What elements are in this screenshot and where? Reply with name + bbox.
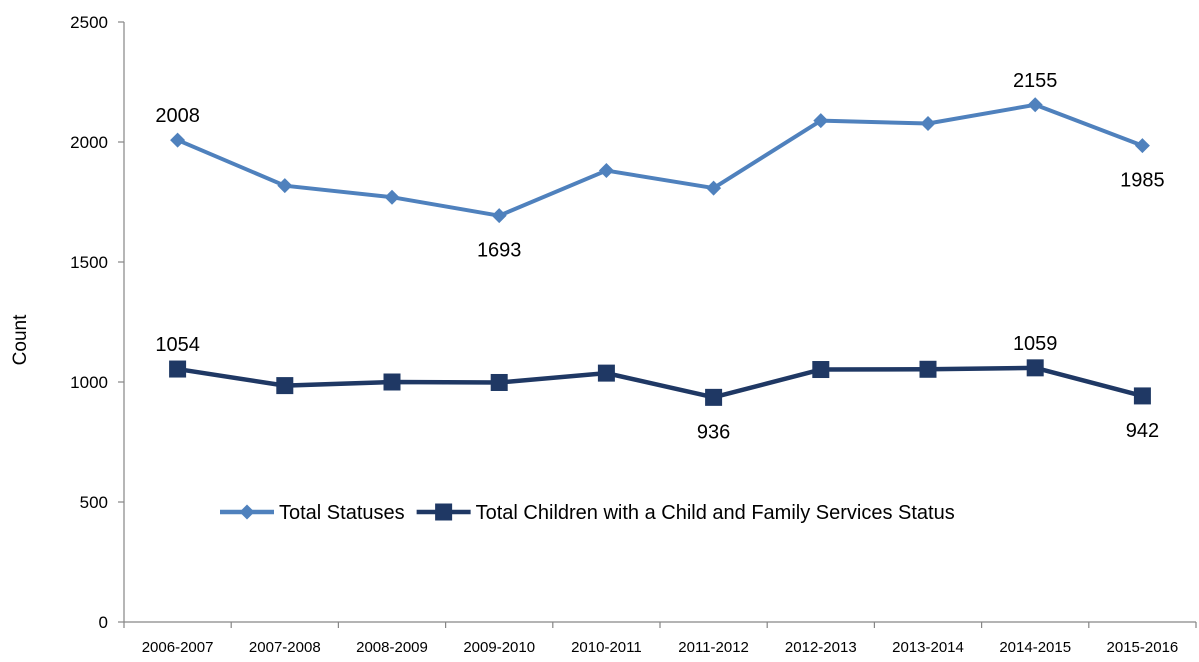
data-point: [919, 360, 937, 378]
data-point: [706, 180, 722, 196]
legend-label: Total Statuses: [279, 502, 405, 524]
data-point: [1027, 97, 1043, 113]
data-point: [1134, 138, 1150, 154]
x-tick-label: 2011-2012: [678, 639, 749, 656]
data-point: [491, 208, 507, 224]
x-tick-label: 2015-2016: [1107, 639, 1179, 656]
data-label: 1054: [155, 334, 200, 356]
series-2: [169, 359, 1151, 406]
legend-item-1: Total Statuses: [220, 502, 405, 524]
legend: Total Statuses Total Children with a Chil…: [220, 502, 955, 524]
y-tick-label: 0: [99, 613, 108, 632]
series-layer: [169, 97, 1151, 406]
x-tick-label: 2009-2010: [463, 639, 535, 656]
legend-item-2: Total Children with a Child and Family S…: [416, 502, 955, 524]
axes: 0 500 1000 1500 2000 2500 2006-2007 2007-2008 20…: [70, 13, 1197, 656]
x-tick-label: 2008-2009: [356, 639, 428, 656]
data-point: [169, 360, 187, 378]
data-point: [384, 189, 400, 205]
data-point: [705, 388, 723, 406]
x-tick-label: 2007-2008: [249, 639, 321, 656]
data-point: [383, 373, 401, 391]
data-point: [812, 361, 830, 379]
data-point: [170, 132, 186, 148]
series-line: [176, 102, 1144, 218]
x-tick-label: 2014-2015: [999, 639, 1071, 656]
data-label: 1985: [1120, 170, 1165, 192]
data-point: [277, 178, 293, 194]
y-tick-label: 1500: [70, 253, 108, 272]
series-line: [177, 365, 1143, 400]
data-point: [813, 113, 829, 129]
x-tick-label: 2006-2007: [142, 639, 214, 656]
legend-label: Total Children with a Child and Family S…: [476, 502, 955, 524]
legend-marker: [239, 504, 255, 520]
x-tick-label: 2012-2013: [785, 639, 857, 656]
y-tick-label: 2500: [70, 13, 108, 32]
data-label: 1693: [477, 240, 522, 262]
data-point: [597, 364, 615, 382]
data-label: 2155: [1013, 70, 1058, 92]
data-point: [276, 377, 294, 395]
x-tick-label: 2010-2011: [571, 639, 642, 656]
data-point: [1133, 387, 1151, 405]
data-point: [1026, 359, 1044, 377]
y-tick-label: 500: [80, 493, 108, 512]
x-tick-label: 2013-2014: [892, 639, 964, 656]
y-axis-title: Count: [10, 314, 31, 365]
data-label: 936: [697, 421, 730, 443]
data-label: 1059: [1013, 333, 1058, 355]
data-point: [920, 116, 936, 132]
data-labels: 2008 1693 2155 1985 1054 936 1059 942: [155, 70, 1164, 444]
data-label: 2008: [155, 105, 200, 127]
series-1: [170, 97, 1150, 224]
y-tick-label: 1000: [70, 373, 108, 392]
data-point: [490, 373, 508, 391]
legend-marker: [435, 503, 453, 521]
data-label: 942: [1126, 420, 1159, 442]
y-tick-label: 2000: [70, 133, 108, 152]
data-point: [598, 163, 614, 179]
